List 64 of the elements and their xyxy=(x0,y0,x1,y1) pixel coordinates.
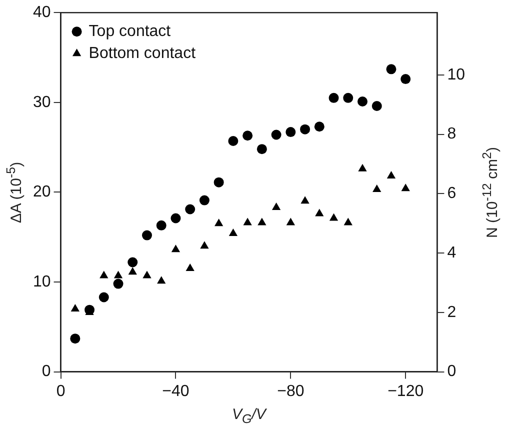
point xyxy=(70,304,80,312)
point xyxy=(329,213,338,221)
x-tick-label: 0 xyxy=(56,382,66,400)
point xyxy=(142,230,152,240)
y2-tick-label: 6 xyxy=(447,185,456,202)
point xyxy=(199,195,210,206)
x-tick-label: −120 xyxy=(388,382,424,400)
x-tick-label: −40 xyxy=(162,382,190,400)
y2-tick-label: 4 xyxy=(447,244,456,262)
point xyxy=(343,92,354,103)
point xyxy=(98,292,109,302)
point xyxy=(256,144,267,154)
point xyxy=(372,100,382,111)
point xyxy=(386,171,396,179)
point xyxy=(328,92,339,103)
point xyxy=(357,96,368,106)
legend-label: Bottom contact xyxy=(88,45,196,62)
point xyxy=(128,267,137,275)
point xyxy=(358,164,367,172)
point xyxy=(128,257,138,268)
point xyxy=(286,127,296,138)
point xyxy=(200,241,209,249)
point xyxy=(300,124,310,134)
y-tick-label: 40 xyxy=(33,4,51,22)
y2-tick-label: 8 xyxy=(447,126,456,143)
point xyxy=(272,202,281,210)
y-tick-label: 10 xyxy=(33,273,51,290)
point xyxy=(228,136,238,146)
point xyxy=(372,184,382,192)
point xyxy=(157,276,166,284)
point xyxy=(300,196,310,204)
y2-tick-label: 10 xyxy=(447,66,466,84)
y-tick-label: 20 xyxy=(33,184,51,201)
point xyxy=(100,270,108,278)
point xyxy=(114,270,123,278)
point xyxy=(142,270,152,278)
point xyxy=(286,218,295,226)
point xyxy=(401,184,410,192)
y2-tick-label: 0 xyxy=(447,363,456,380)
point xyxy=(243,218,252,226)
point xyxy=(156,220,166,230)
x-tick-label: −80 xyxy=(277,382,304,400)
point xyxy=(271,130,282,140)
point xyxy=(258,218,266,226)
x-axis-title: V$_{G}$/V xyxy=(232,406,266,426)
legend-label: Top contact xyxy=(88,23,172,40)
point xyxy=(242,130,253,141)
point xyxy=(113,278,124,289)
point xyxy=(228,228,238,236)
point xyxy=(386,64,396,74)
point xyxy=(314,122,324,132)
point xyxy=(171,244,180,252)
point xyxy=(344,218,352,226)
y2-tick-label: 2 xyxy=(447,304,456,321)
point xyxy=(170,213,181,224)
point xyxy=(400,74,411,84)
point xyxy=(214,218,224,226)
point xyxy=(70,334,80,344)
y-tick-label: 0 xyxy=(42,363,51,380)
point xyxy=(315,208,324,216)
point xyxy=(185,204,196,214)
point xyxy=(214,177,224,188)
point xyxy=(186,264,194,272)
y-tick-label: 30 xyxy=(33,94,51,111)
